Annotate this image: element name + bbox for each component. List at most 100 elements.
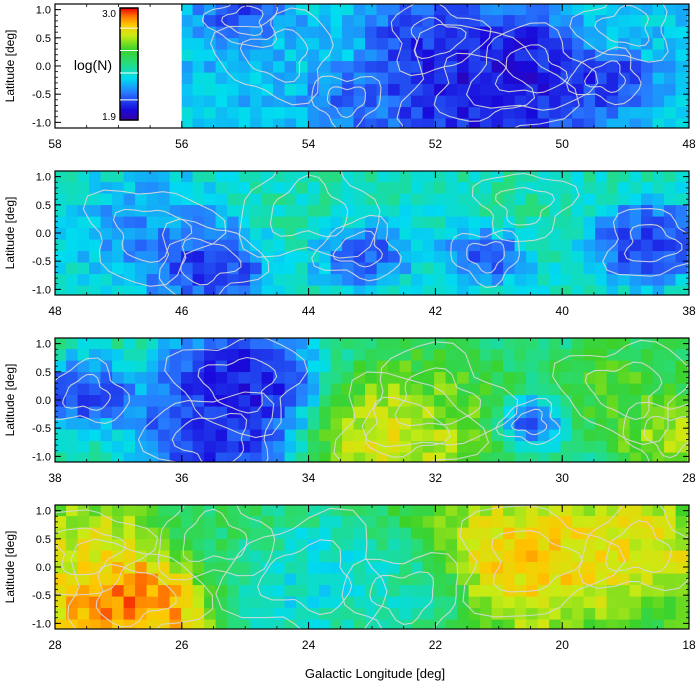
map-cell: [112, 360, 125, 373]
map-cell: [595, 360, 608, 373]
map-cell: [147, 4, 159, 16]
map-cell: [101, 643, 113, 655]
map-cell: [55, 360, 67, 373]
map-cell: [89, 619, 102, 629]
map-cell: [238, 251, 251, 264]
colorbar-segment: [120, 108, 138, 112]
map-cell: [342, 372, 355, 385]
x-tick-label: 48: [682, 137, 696, 151]
map-cell: [376, 239, 389, 252]
map-cell: [238, 84, 251, 97]
map-cell: [457, 130, 469, 142]
map-cell: [399, 516, 412, 529]
map-cell: [112, 309, 124, 321]
contour-line: [364, 396, 451, 458]
map-cell: [238, 49, 251, 62]
map-cell: [572, 228, 585, 241]
map-cell: [399, 171, 412, 172]
y-tick-label: -0.5: [32, 423, 51, 435]
map-cell: [422, 418, 435, 431]
map-cell: [675, 505, 688, 517]
map-cell: [296, 118, 309, 128]
map-cell: [273, 516, 286, 529]
map-cell: [135, 171, 148, 183]
map-cell: [653, 297, 665, 309]
map-cell: [307, 38, 320, 51]
map-cell: [503, 505, 516, 517]
map-cell: [192, 418, 205, 431]
map-cell: [158, 372, 171, 385]
map-cell: [215, 205, 228, 218]
map-cell: [365, 643, 377, 655]
map-cell: [146, 285, 159, 295]
map-cell: [549, 619, 562, 629]
map-cell: [514, 360, 527, 373]
map-cell: [78, 96, 90, 108]
map-cell: [296, 383, 309, 396]
map-cell: [101, 73, 113, 85]
map-cell: [239, 142, 251, 154]
map-cell: [250, 182, 263, 195]
map-cell: [411, 338, 424, 350]
map-cell: [388, 95, 401, 108]
map-cell: [319, 49, 332, 62]
map-cell: [365, 193, 378, 206]
map-cell: [365, 631, 377, 643]
map-cell: [55, 338, 56, 339]
map-cell: [365, 84, 378, 97]
map-cell: [618, 61, 631, 74]
map-cell: [284, 608, 297, 621]
map-cell: [123, 452, 136, 462]
map-cell: [400, 476, 412, 488]
map-cell: [629, 596, 642, 609]
map-cell: [583, 573, 596, 586]
map-cell: [146, 182, 159, 195]
map-cell: [285, 297, 297, 309]
map-cell: [238, 228, 251, 241]
map-cell: [112, 550, 125, 563]
map-cell: [606, 527, 619, 540]
map-cell: [227, 205, 240, 218]
map-cell: [572, 49, 585, 62]
colorbar-segment: [120, 62, 138, 65]
map-cell: [330, 205, 343, 218]
map-cell: [526, 452, 539, 462]
map-cell: [135, 406, 148, 419]
map-cell: [319, 441, 332, 454]
map-cell: [147, 15, 159, 27]
map-cell: [583, 338, 596, 350]
map-cell: [503, 205, 516, 218]
map-cell: [457, 349, 470, 362]
map-cell: [307, 49, 320, 62]
map-cell: [434, 406, 447, 419]
map-cell: [469, 142, 481, 154]
map-cell: [319, 505, 332, 506]
map-cell: [89, 505, 102, 506]
map-cell: [192, 49, 205, 62]
map-cell: [664, 285, 677, 295]
map-cell: [560, 516, 573, 529]
map-cell: [537, 26, 550, 39]
map-cell: [284, 205, 297, 218]
map-cell: [388, 562, 401, 575]
map-cell: [491, 171, 504, 183]
map-cell: [330, 516, 343, 529]
map-cell: [261, 527, 274, 540]
map-cell: [664, 309, 676, 321]
map-cell: [319, 262, 332, 275]
map-cell: [296, 15, 309, 28]
map-cell: [526, 182, 539, 195]
map-cell: [181, 516, 194, 529]
map-cell: [549, 107, 562, 120]
map-cell: [238, 372, 251, 385]
map-cell: [215, 516, 228, 529]
y-tick-label: -0.5: [32, 89, 51, 101]
map-cell: [89, 476, 101, 488]
map-cell: [100, 395, 113, 408]
map-cell: [215, 171, 228, 172]
map-cell: [101, 297, 113, 309]
colorbar-min-label: 1.9: [102, 112, 116, 123]
map-cell: [595, 338, 608, 339]
map-cell: [261, 216, 274, 229]
map-cell: [77, 171, 90, 183]
